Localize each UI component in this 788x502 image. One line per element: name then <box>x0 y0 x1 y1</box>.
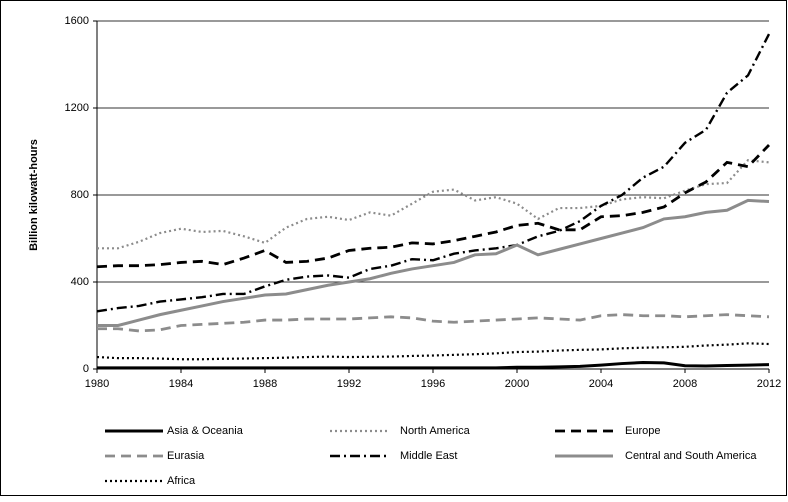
x-tick-label: 2012 <box>757 378 781 390</box>
y-axis-label: Billion kilowatt-hours <box>28 139 40 251</box>
legend-label: Africa <box>167 475 196 487</box>
legend-label: Eurasia <box>167 450 205 462</box>
y-tick-label: 800 <box>71 189 89 201</box>
y-tick-label: 400 <box>71 276 89 288</box>
legend-label: Middle East <box>400 450 457 462</box>
x-tick-label: 2008 <box>673 378 697 390</box>
x-tick-label: 1980 <box>85 378 109 390</box>
series-line <box>96 342 770 361</box>
series-line <box>97 360 770 370</box>
x-tick-label: 1992 <box>337 378 361 390</box>
series-line <box>96 33 771 313</box>
series-line <box>97 313 770 333</box>
x-tick-label: 1984 <box>169 378 193 390</box>
series-line <box>97 198 770 327</box>
legend-label: North America <box>400 425 471 437</box>
x-tick-label: 2000 <box>505 378 529 390</box>
y-tick-label: 1600 <box>65 15 89 27</box>
legend-label: Europe <box>625 425 660 437</box>
series-line <box>97 159 770 250</box>
y-tick-label: 0 <box>83 363 89 375</box>
x-tick-label: 2004 <box>589 378 613 390</box>
x-tick-label: 1996 <box>421 378 445 390</box>
legend-label: Central and South America <box>625 450 757 462</box>
legend-label: Asia & Oceania <box>167 425 244 437</box>
x-tick-label: 1988 <box>253 378 277 390</box>
y-tick-label: 1200 <box>65 102 89 114</box>
series-line <box>96 144 771 269</box>
